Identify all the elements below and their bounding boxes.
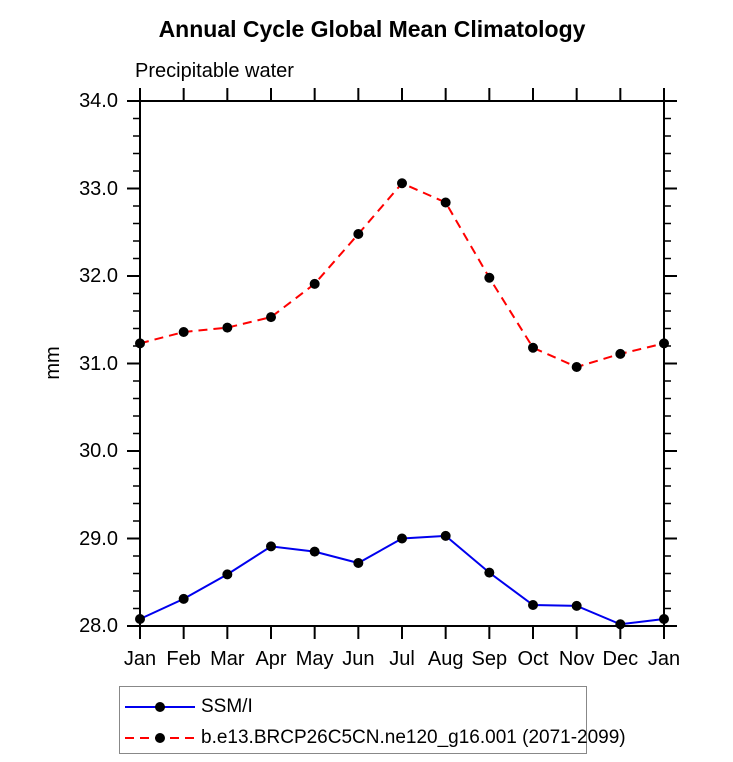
- legend-item-0: SSM/I: [125, 694, 253, 720]
- x-tick-label: Dec: [602, 648, 639, 670]
- data-point-series0-Apr: [266, 541, 276, 552]
- x-tick-label: May: [295, 648, 334, 670]
- x-tick-label: Jan: [647, 648, 681, 670]
- data-point-series0-Jun: [353, 558, 364, 568]
- y-tick-label: 33.0: [79, 177, 118, 200]
- x-tick-label: Nov: [558, 648, 595, 670]
- data-point-series0-Aug: [440, 530, 451, 541]
- data-point-series1-Jun: [353, 229, 364, 239]
- chart-subtitle: Precipitable water: [135, 60, 294, 82]
- data-point-series1-Jul: [397, 178, 407, 189]
- data-point-series1-Apr: [266, 312, 276, 323]
- legend-item-1: b.e13.BRCP26C5CN.ne120_g16.001 (2071-209…: [125, 725, 626, 751]
- series-line-1: [139, 182, 665, 369]
- legend-line-sample-dashed: [125, 733, 195, 743]
- y-tick-label: 31.0: [79, 352, 118, 375]
- data-point-series0-Nov: [571, 600, 582, 611]
- y-tick-label: 34.0: [79, 90, 118, 112]
- legend-label: SSM/I: [201, 696, 253, 717]
- legend-label: b.e13.BRCP26C5CN.ne120_g16.001 (2071-209…: [201, 727, 626, 748]
- x-tick-label: Jan: [123, 648, 157, 670]
- y-tick-label: 32.0: [79, 265, 118, 287]
- data-point-series1-Mar: [222, 322, 233, 333]
- data-point-series1-Sep: [484, 272, 495, 283]
- data-point-series0-Dec: [615, 619, 626, 630]
- data-point-series0-Jul: [397, 533, 407, 544]
- data-point-series1-Oct: [528, 342, 538, 353]
- x-tick-label: Sep: [471, 648, 508, 670]
- axis-major-ticks: [127, 88, 677, 639]
- data-point-series0-Sep: [484, 567, 495, 578]
- axis-minor-ticks: [133, 117, 671, 610]
- data-point-series0-May: [309, 546, 320, 557]
- data-point-series0-Jan: [135, 614, 145, 624]
- data-point-series0-Oct: [528, 600, 538, 610]
- y-tick-label: 29.0: [79, 527, 118, 550]
- legend-box: SSM/I b.e13.BRCP26C5CN.ne120_g16.001 (207…: [119, 686, 626, 754]
- chart-title: Annual Cycle Global Mean Climatology: [158, 16, 586, 42]
- x-tick-label: Oct: [517, 648, 549, 670]
- x-tick-label: Jul: [389, 648, 415, 670]
- series-line-0: [139, 534, 665, 626]
- data-point-series0-Feb: [178, 593, 189, 604]
- x-tick-label: Feb: [166, 648, 201, 670]
- x-tick-label: Mar: [210, 648, 245, 670]
- data-point-series1-Feb: [178, 327, 189, 337]
- data-point-series1-Jan: [659, 338, 669, 349]
- x-tick-label: Jun: [342, 648, 375, 670]
- x-tick-label: Apr: [255, 648, 287, 670]
- legend-line-sample-solid: [125, 702, 195, 712]
- data-point-series1-Nov: [571, 362, 582, 372]
- data-point-series1-May: [309, 278, 320, 289]
- x-tick-label: Aug: [427, 648, 464, 670]
- data-point-series1-Dec: [615, 348, 626, 359]
- data-point-series0-Mar: [222, 569, 233, 580]
- y-tick-label: 28.0: [79, 615, 118, 637]
- data-point-series1-Jan: [135, 338, 145, 349]
- data-point-series1-Aug: [440, 197, 451, 208]
- data-point-series0-Jan: [659, 614, 669, 624]
- y-tick-label: 30.0: [79, 440, 118, 462]
